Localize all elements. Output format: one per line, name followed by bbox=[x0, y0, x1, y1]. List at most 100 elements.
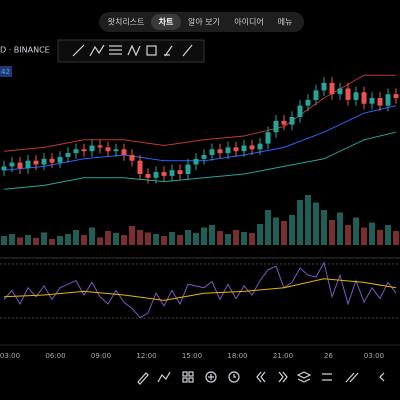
volume-bar bbox=[281, 221, 287, 245]
candle-body bbox=[9, 162, 15, 167]
candle-body bbox=[25, 160, 31, 169]
volume-bar bbox=[73, 230, 79, 245]
volume-bar bbox=[185, 230, 191, 245]
candle-body bbox=[177, 170, 183, 174]
volume-bar bbox=[49, 239, 55, 245]
candle-body bbox=[113, 149, 119, 152]
volume-bar bbox=[353, 217, 359, 245]
volume-bar bbox=[57, 236, 63, 245]
volume-bar bbox=[65, 234, 71, 245]
volume-bar bbox=[153, 234, 159, 245]
candle-body bbox=[273, 120, 279, 133]
candle-body bbox=[97, 145, 103, 148]
candle-body bbox=[249, 145, 255, 150]
candle-body bbox=[41, 158, 47, 165]
candle-body bbox=[257, 143, 263, 150]
tab[interactable]: 아이디어 bbox=[234, 17, 263, 27]
upper bbox=[3, 74, 396, 152]
volume-bar bbox=[25, 235, 31, 245]
volume-bar bbox=[233, 230, 239, 245]
candle-body bbox=[305, 99, 311, 106]
volume-bar bbox=[201, 227, 207, 245]
candle-body bbox=[193, 158, 199, 165]
volume-bar bbox=[369, 222, 375, 245]
tab[interactable]: 메뉴 bbox=[278, 18, 293, 27]
volume-bar bbox=[393, 231, 399, 245]
candle-body bbox=[153, 172, 159, 178]
candle-body bbox=[1, 166, 7, 171]
x-axis-label: 21:00 bbox=[273, 352, 293, 360]
candle-body bbox=[105, 147, 111, 152]
tab-active bbox=[151, 14, 181, 30]
tab[interactable]: 알아 보기 bbox=[188, 17, 220, 27]
candle-body bbox=[281, 120, 287, 125]
volume-bar bbox=[89, 227, 95, 245]
candle-body bbox=[393, 94, 399, 98]
volume-bar bbox=[361, 227, 367, 245]
volume-bar bbox=[41, 232, 47, 245]
drawing-icons[interactable] bbox=[72, 44, 193, 57]
candle-body bbox=[145, 174, 151, 178]
candle-body bbox=[137, 160, 143, 174]
volume-bar bbox=[81, 235, 87, 245]
candle-body bbox=[361, 92, 367, 104]
candle-body bbox=[209, 149, 215, 155]
volume-bar bbox=[161, 236, 167, 245]
candle-body bbox=[129, 155, 135, 161]
candle-body bbox=[313, 90, 319, 100]
volume-bar bbox=[329, 220, 335, 245]
candle-body bbox=[81, 149, 87, 152]
tab[interactable]: 차트 bbox=[159, 17, 174, 27]
x-axis-label: 18:00 bbox=[227, 352, 247, 360]
x-axis-label: 12:00 bbox=[136, 352, 156, 360]
candle-body bbox=[337, 88, 343, 95]
volume-bar bbox=[113, 233, 119, 245]
candle-body bbox=[169, 170, 175, 176]
candle-body bbox=[49, 158, 55, 163]
symbol: D · BINANCE bbox=[0, 46, 50, 55]
volume-bar bbox=[209, 225, 215, 245]
tab[interactable]: 왓치리스트 bbox=[108, 18, 145, 27]
candle-body bbox=[225, 147, 231, 154]
candle-body bbox=[265, 132, 271, 144]
candle-body bbox=[65, 153, 71, 157]
volume-bar bbox=[265, 210, 271, 245]
candle-body bbox=[353, 92, 359, 100]
volume-bar bbox=[377, 230, 383, 245]
volume-bar bbox=[217, 231, 223, 245]
volume-bar bbox=[321, 210, 327, 245]
volume-bar bbox=[169, 232, 175, 245]
candle-body bbox=[89, 145, 95, 152]
volume-bar bbox=[257, 224, 263, 245]
volume-bar bbox=[305, 195, 311, 245]
badge-text: 42 bbox=[1, 68, 10, 76]
volume-bar bbox=[249, 233, 255, 245]
volume-bar bbox=[137, 230, 143, 245]
bottom-toolbar[interactable] bbox=[137, 371, 385, 385]
volume-bar bbox=[121, 235, 127, 245]
candle-body bbox=[33, 160, 39, 165]
candle-body bbox=[385, 94, 391, 106]
badge bbox=[0, 66, 12, 77]
rsi bbox=[3, 261, 397, 319]
volume-bar bbox=[105, 231, 111, 245]
candle-body bbox=[289, 117, 295, 125]
candle-body bbox=[329, 82, 335, 95]
volume-bar bbox=[129, 226, 135, 245]
volume-bar bbox=[193, 233, 199, 245]
volume-bar bbox=[297, 200, 303, 245]
volume-bar bbox=[385, 225, 391, 245]
x-axis-label: 26 bbox=[324, 352, 333, 360]
volume-bar bbox=[345, 225, 351, 245]
x-axis-label: 06:00 bbox=[45, 352, 65, 360]
rsi_ma bbox=[3, 278, 397, 301]
volume-bar bbox=[241, 232, 247, 245]
candle-body bbox=[161, 172, 167, 176]
x-axis-label: 03:00 bbox=[364, 352, 384, 360]
volume-bar bbox=[9, 234, 15, 245]
volume-bar bbox=[1, 236, 7, 245]
volume-bar bbox=[177, 235, 183, 245]
candle-body bbox=[369, 98, 375, 104]
